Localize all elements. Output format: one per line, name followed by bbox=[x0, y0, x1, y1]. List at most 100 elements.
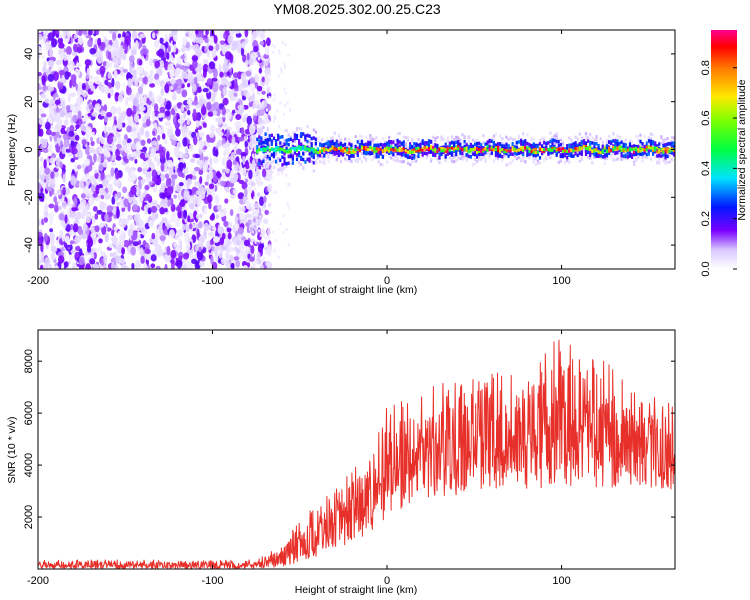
heatmap-cell bbox=[488, 155, 491, 159]
heatmap-cell bbox=[237, 104, 243, 110]
heatmap-cell bbox=[658, 150, 661, 154]
heatmap-cell bbox=[637, 155, 640, 159]
heatmap-cell bbox=[72, 262, 77, 269]
heatmap-cell bbox=[624, 152, 627, 155]
heatmap-cell bbox=[390, 141, 393, 145]
heatmap-cell bbox=[427, 154, 431, 158]
heatmap-cell bbox=[356, 146, 359, 150]
heatmap-cell bbox=[434, 137, 437, 141]
heatmap-cell bbox=[50, 171, 55, 180]
heatmap-cell bbox=[199, 159, 203, 169]
heatmap-cell bbox=[121, 220, 126, 228]
heatmap-cell bbox=[662, 159, 665, 163]
heatmap-cell bbox=[308, 157, 311, 161]
heatmap-cell bbox=[89, 48, 96, 55]
heatmap-cell bbox=[98, 187, 104, 195]
heatmap-cell bbox=[281, 147, 284, 151]
heatmap-cell bbox=[148, 220, 154, 228]
heatmap-cell bbox=[455, 159, 458, 163]
heatmap-cell bbox=[198, 131, 205, 138]
heatmap-cell bbox=[81, 232, 88, 240]
heatmap-cell bbox=[256, 85, 263, 92]
heatmap-cell bbox=[402, 144, 405, 148]
heatmap-cell bbox=[126, 73, 133, 79]
heatmap-cell bbox=[446, 136, 449, 140]
heatmap-cell bbox=[167, 159, 174, 168]
heatmap-cell bbox=[430, 139, 433, 144]
heatmap-cell bbox=[270, 140, 273, 145]
heatmap-cell bbox=[151, 232, 156, 240]
heatmap-cell bbox=[275, 142, 278, 147]
heatmap-cell bbox=[140, 139, 146, 146]
heatmap-cell bbox=[47, 143, 53, 153]
heatmap-cell bbox=[662, 147, 665, 151]
heatmap-cell bbox=[547, 147, 550, 151]
heatmap-cell bbox=[262, 145, 265, 149]
heatmap-cell bbox=[635, 152, 638, 157]
heatmap-cell bbox=[104, 213, 109, 222]
heatmap-cell bbox=[310, 154, 313, 158]
heatmap-cell bbox=[168, 54, 173, 59]
heatmap-cell bbox=[339, 146, 343, 149]
heatmap-cell bbox=[40, 93, 46, 99]
heatmap-cell bbox=[58, 255, 65, 264]
heatmap-cell bbox=[541, 136, 544, 140]
heatmap-cell bbox=[262, 101, 265, 105]
heatmap-cell bbox=[192, 111, 198, 120]
heatmap-cell bbox=[254, 187, 257, 191]
heatmap-cell bbox=[275, 149, 278, 153]
heatmap-cell bbox=[411, 156, 414, 160]
heatmap-cell bbox=[310, 141, 313, 146]
heatmap-cell bbox=[100, 171, 105, 181]
heatmap-cell bbox=[238, 179, 245, 184]
heatmap-cell bbox=[417, 143, 420, 147]
heatmap-cell bbox=[263, 60, 269, 67]
heatmap-cell bbox=[409, 144, 412, 148]
heatmap-cell bbox=[277, 172, 280, 176]
heatmap-cell bbox=[218, 252, 223, 259]
heatmap-cell bbox=[189, 144, 194, 151]
heatmap-cell bbox=[616, 134, 619, 138]
heatmap-cell bbox=[494, 148, 498, 151]
heatmap-cell bbox=[278, 49, 281, 53]
heatmap-cell bbox=[444, 158, 447, 162]
heatmap-cell bbox=[643, 148, 646, 152]
heatmap-cell bbox=[254, 73, 257, 77]
heatmap-cell bbox=[127, 202, 131, 212]
heatmap-cell bbox=[56, 118, 63, 127]
heatmap-cell bbox=[363, 155, 366, 159]
heatmap-cell bbox=[497, 143, 500, 147]
heatmap-cell bbox=[580, 140, 583, 144]
heatmap-cell bbox=[38, 239, 42, 246]
heatmap-cell bbox=[314, 150, 317, 154]
heatmap-cell bbox=[515, 152, 518, 156]
heatmap-cell bbox=[256, 169, 259, 172]
heatmap-cell bbox=[358, 145, 361, 149]
heatmap-cell bbox=[448, 156, 451, 160]
heatmap-cell bbox=[71, 106, 78, 114]
heatmap-cell bbox=[219, 237, 225, 246]
heatmap-cell bbox=[411, 138, 414, 141]
heatmap-cell bbox=[209, 214, 215, 221]
heatmap-cell bbox=[245, 213, 252, 218]
heatmap-cell bbox=[392, 148, 395, 152]
heatmap-cell bbox=[62, 30, 66, 38]
heatmap-cell bbox=[142, 167, 148, 175]
heatmap-cell bbox=[115, 172, 120, 180]
heatmap-cell bbox=[438, 160, 441, 164]
heatmap-cell bbox=[306, 157, 309, 162]
heatmap-cell bbox=[589, 143, 592, 147]
heatmap-cell bbox=[72, 223, 79, 233]
heatmap-cell bbox=[501, 159, 504, 163]
heatmap-cell bbox=[89, 258, 96, 265]
heatmap-cell bbox=[327, 145, 330, 150]
heatmap-cell bbox=[38, 231, 43, 238]
heatmap-cell bbox=[48, 215, 54, 225]
heatmap-cell bbox=[81, 139, 87, 146]
heatmap-cell bbox=[230, 263, 235, 269]
heatmap-cell bbox=[163, 77, 170, 82]
heatmap-cell bbox=[394, 148, 397, 152]
heatmap-cell bbox=[257, 116, 263, 125]
heatmap-cell bbox=[649, 146, 653, 150]
